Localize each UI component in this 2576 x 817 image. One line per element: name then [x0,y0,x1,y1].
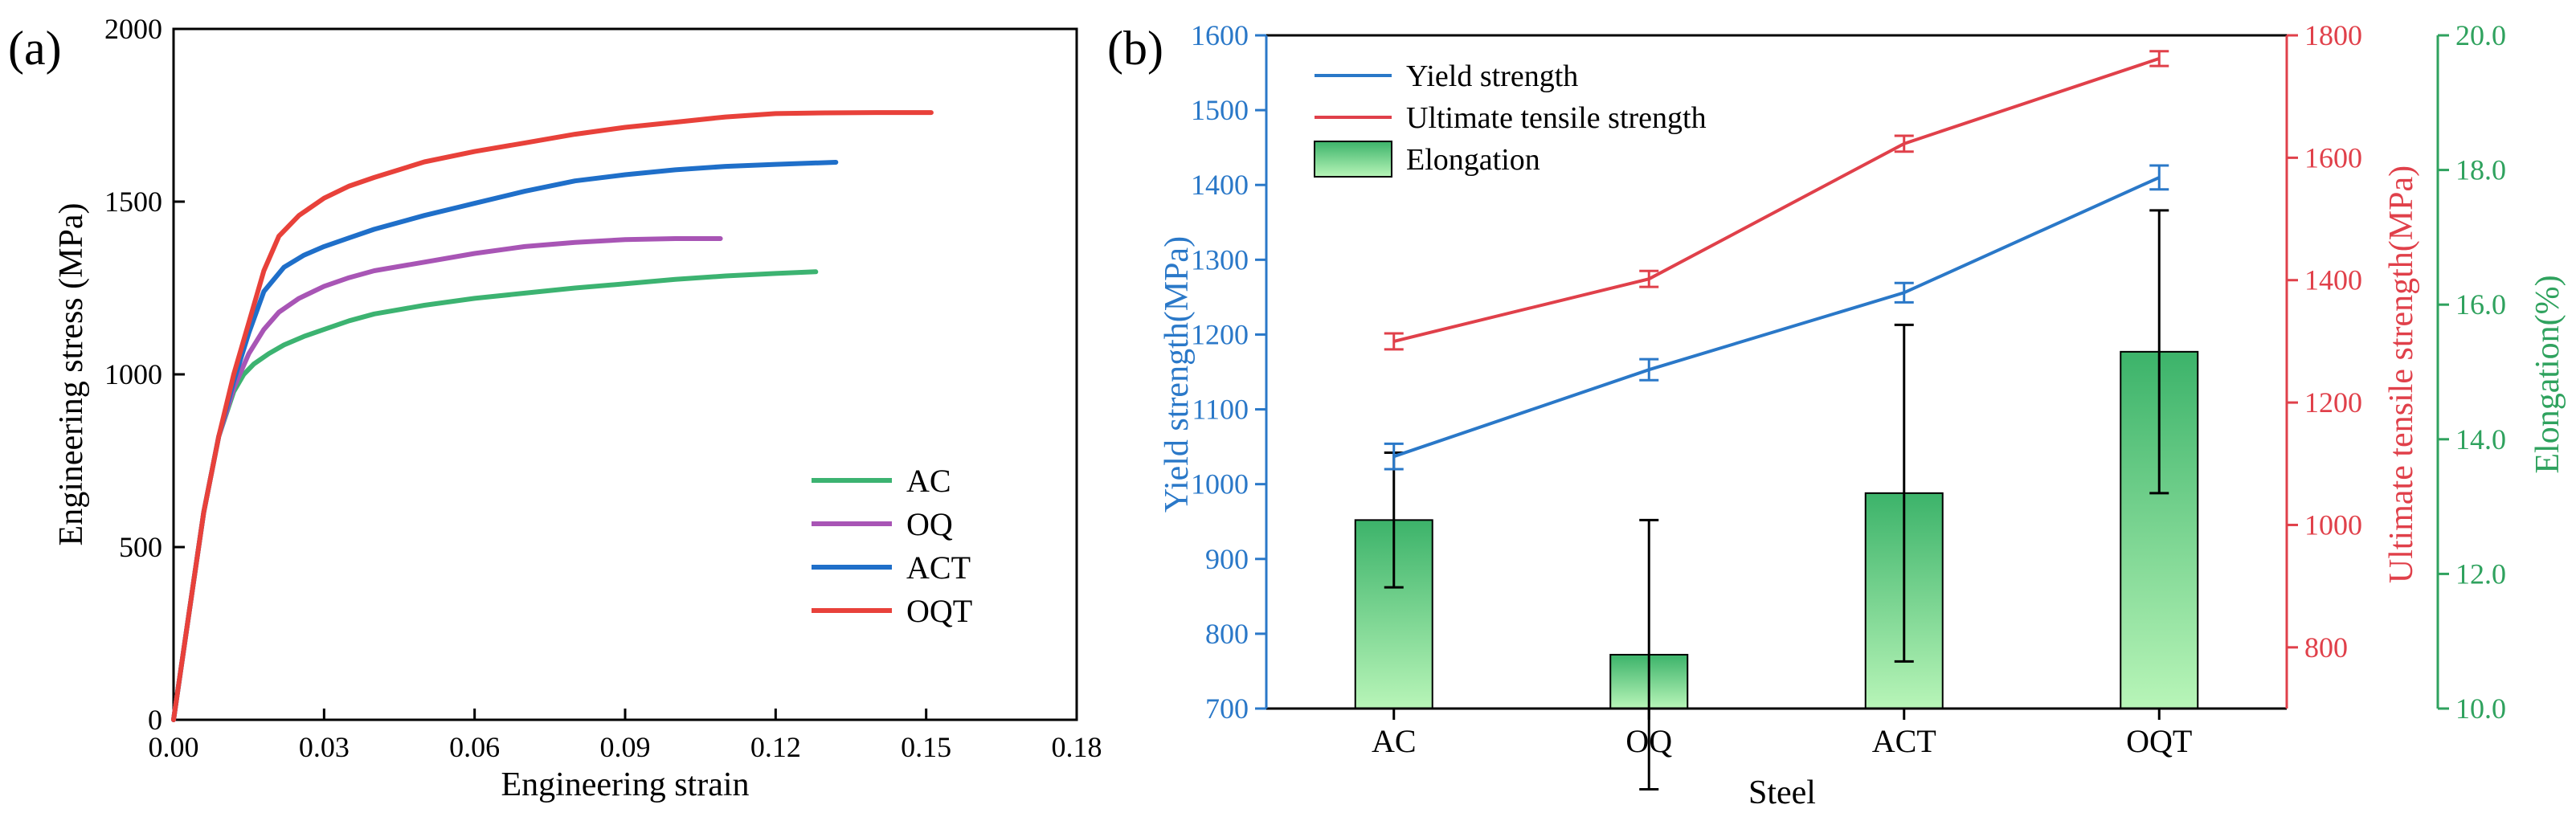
panel-b-x-tick-label-ac: AC [1372,723,1417,759]
elongation-axis-tick-label: 12.0 [2455,558,2506,590]
yield-axis-tick-label: 1000 [1191,468,1249,500]
panel-a-x-tick-label: 0.09 [600,731,651,763]
yield-axis-tick-label: 1400 [1191,169,1249,201]
elongation-axis-tick-label: 10.0 [2455,692,2506,725]
panel-a-y-tick-label: 1500 [104,186,162,218]
legend-label-act: ACT [906,549,971,586]
panel-a-x-tick-label: 0.15 [901,731,951,763]
panel-a-y-tick-label: 1000 [104,358,162,390]
elongation-axis-tick-label: 18.0 [2455,154,2506,186]
uts-axis-tick-label: 1000 [2304,509,2362,541]
uts-axis-tick-label: 1200 [2304,386,2362,419]
legend-label-ultimate-tensile-strength: Ultimate tensile strength [1406,101,1707,135]
elongation-axis-label: Elongation(%) [2529,275,2566,473]
panel-a-x-tick-label: 0.12 [750,731,801,763]
curve-oqt [171,110,934,722]
line-yield-strength [1393,176,2161,459]
panel-a-x-tick-label: 0.06 [449,731,500,763]
panel-b-label: (b) [1107,22,1163,75]
elongation-axis-tick-label: 20.0 [2455,19,2506,51]
uts-axis-tick-label: 1600 [2304,141,2362,174]
legend-label-oqt: OQT [906,593,972,629]
panel-a-x-axis-label: Engineering strain [501,766,749,803]
legend-label-elongation: Elongation [1406,143,1540,177]
legend-label-yield-strength: Yield strength [1406,59,1578,93]
panel-a-ticks: 0.00 0.03 0.06 0.09 0.12 0.15 0.18 0 500 1000 1500… [104,13,1102,763]
panel-a-y-tick-label: 500 [119,531,162,563]
panel-a-y-axis-label: Engineering stress (MPa) [53,203,90,546]
panel-b-x-tick-label-oqt: OQT [2126,723,2192,759]
panel-b-strength-elongation-chart: (b) AC OQ ACT OQT 700 800 900 1000 1100 1200 1300 1… [1107,19,2566,811]
panel-b-elongation-bars [1354,209,2199,791]
panel-b-strength-lines [1384,50,2169,471]
panel-a-x-tick-label: 0.18 [1052,731,1102,763]
yield-axis-tick-label: 1600 [1191,19,1249,51]
yield-axis-tick-label: 1300 [1191,243,1249,276]
panel-a-x-tick-label: 0.03 [299,731,350,763]
panel-b-x-tick-label-oq: OQ [1625,723,1672,759]
yield-axis-tick-label: 1500 [1191,94,1249,126]
yield-axis-tick-label: 800 [1205,618,1249,650]
legend-label-oq: OQ [906,506,953,542]
legend-label-ac: AC [906,463,951,499]
panel-a-label: (a) [8,22,62,75]
yield-axis-tick-label: 1200 [1191,318,1249,350]
uts-axis-tick-label: 800 [2304,631,2348,664]
panel-a-curves [171,110,934,722]
yield-axis-tick-label: 1100 [1192,394,1249,426]
curve-ac [171,269,819,722]
yield-axis-tick-label: 700 [1205,692,1249,725]
uts-axis-tick-label: 1400 [2304,264,2362,296]
line-ultimate-tensile-strength [1393,57,2160,343]
panel-b-x-tick-label-act: ACT [1872,723,1936,759]
panel-a-strain-stress-chart: (a) 0.00 0.03 0.06 0.09 0.12 0.15 0.18 0 500 1000… [8,13,1102,803]
uts-axis-tick-label: 1800 [2304,19,2362,51]
panel-a-x-tick-label: 0.00 [149,731,199,763]
panel-b-legend: Yield strength Ultimate tensile strength E… [1314,59,1707,178]
elongation-axis-tick-label: 16.0 [2455,288,2506,321]
legend-swatch-elongation [1314,141,1392,178]
panel-b-axes: AC OQ ACT OQT 700 800 900 1000 1100 1200 1300 1400 1… [1191,19,2506,759]
panel-a-y-tick-label: 0 [148,704,162,736]
yield-axis-tick-label: 900 [1205,543,1249,575]
panel-a-legend: AC OQ ACT OQT [812,463,972,629]
panel-a-y-tick-label: 2000 [104,13,162,45]
yield-axis-label: Yield strength(MPa) [1159,236,1196,513]
panel-b-x-axis-label: Steel [1748,774,1816,811]
uts-axis-label: Ultimate tensile strength(MPa) [2383,165,2420,583]
elongation-axis-tick-label: 14.0 [2455,423,2506,455]
